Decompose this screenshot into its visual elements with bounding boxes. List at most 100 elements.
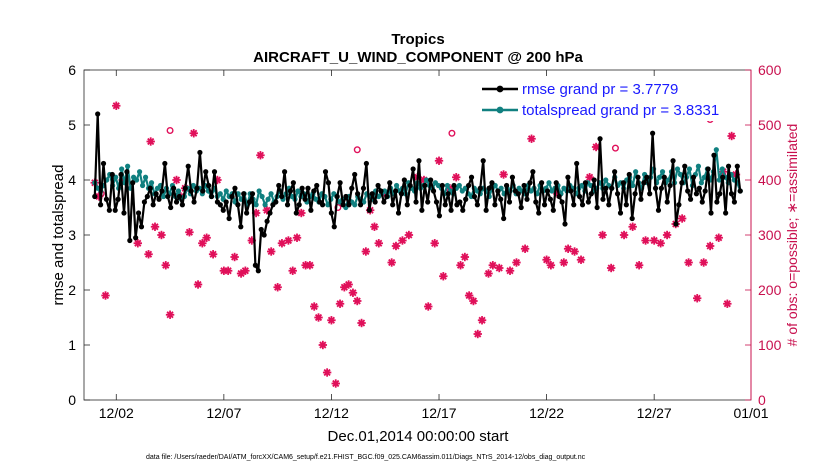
obs-possible-point [166,126,174,134]
x-tick-label: 12/12 [314,405,349,421]
rmse-point [436,213,443,219]
rmse-point [422,182,428,189]
totalspread-point [175,188,182,194]
rmse-point [305,185,311,191]
rmse-point [328,210,334,216]
obs-star-core [341,284,347,290]
rmse-point [682,163,688,169]
obs-assimilated-point [357,318,366,328]
rmse-point [623,202,629,208]
obs-assimilated-point [656,239,665,248]
legend-rmse-marker [496,85,504,93]
totalspread-point [265,196,271,202]
rmse-point [509,174,516,180]
obs-star-core [490,262,496,268]
rmse-point [401,177,407,183]
obs-assimilated-point [606,263,616,273]
totalspread-point [659,169,666,175]
rmse-point [594,204,600,211]
obs-assimilated-point [172,175,181,185]
obs-star-core [148,139,154,144]
rmse-point [667,182,673,189]
rmse-point [293,210,299,216]
obs-assimilated-point [273,283,282,292]
rmse-point [322,169,329,175]
rmse-point [696,185,702,191]
obs-star-core [286,238,291,243]
rmse-point [533,199,539,205]
y2-tick-label: 200 [758,282,782,298]
rmse-point [468,174,475,180]
obs-assimilated-point [570,247,579,256]
rmse-point [620,180,627,186]
rmse-point [179,202,185,208]
obs-star-core [406,232,412,238]
rmse-point [419,207,425,213]
obs-star-core [432,240,438,246]
obs-star-core [544,257,549,263]
obs-star-core [630,224,636,230]
rmse-point [249,191,256,197]
obs-assimilated-point [150,222,160,231]
rmse-point [579,202,586,208]
obs-assimilated-point [161,261,170,270]
obs-assimilated-point [314,313,323,322]
obs-star-core [651,238,657,243]
rmse-point [197,149,203,156]
obs-star-core [320,342,326,348]
y-tick-label: 6 [68,62,76,78]
totalspread-point [190,182,196,189]
rmse-point [162,160,168,167]
obs-star-core [294,235,300,241]
rmse-point [150,202,156,208]
rmse-point [655,207,662,213]
rmse-point [536,210,542,216]
rmse-point [100,160,107,167]
totalspread-point [256,188,262,194]
rmse-point [168,204,174,211]
rmse-point [562,221,568,227]
obs-star-core [253,210,259,216]
obs-assimilated-point [628,222,637,231]
obs-assimilated-point [477,316,487,325]
rmse-point [597,136,603,142]
rmse-point [416,158,422,164]
totalspread-point [136,169,143,175]
axis-labels: 12/02 12/07 12/12 12/17 12/22 12/27 01/0101234… [68,62,781,421]
obs-star-core [561,260,567,265]
obs-star-core [440,273,446,279]
totalspread-point [125,163,131,169]
rmse-point [720,174,726,180]
rmse-point [109,171,115,178]
rmse-point [95,111,101,117]
obs-star-core [316,315,321,320]
rmse-point [699,199,705,205]
rmse-point [626,171,632,178]
obs-assimilated-point [133,239,142,248]
totalspread-point [695,163,702,169]
obs-star-core [324,370,330,375]
totalspread-point [633,169,639,175]
rmse-point [711,152,717,158]
rmse-point [264,218,270,224]
rmse-point [261,232,267,238]
obs-star-core [167,312,173,318]
rmse-point [115,196,121,202]
rmse-point [603,185,609,191]
rmse-point [568,188,574,194]
rmse-point [550,207,556,213]
rmse-point [585,199,591,205]
rmse-point [188,188,194,194]
obs-assimilated-point [527,134,536,143]
rmse-point [574,160,580,167]
rmse-point [392,188,399,194]
data-file-footnote: data file: /Users/raeder/DAI/ATM_forcXX/… [146,454,586,461]
rmse-point [255,268,261,274]
obs-assimilated-point [727,131,736,141]
rmse-point [147,185,153,191]
obs-assimilated-point [430,239,439,248]
obs-assimilated-point [101,291,110,300]
obs-star-core [496,265,502,271]
totalspread-point [674,166,681,172]
rmse-point [302,196,308,202]
